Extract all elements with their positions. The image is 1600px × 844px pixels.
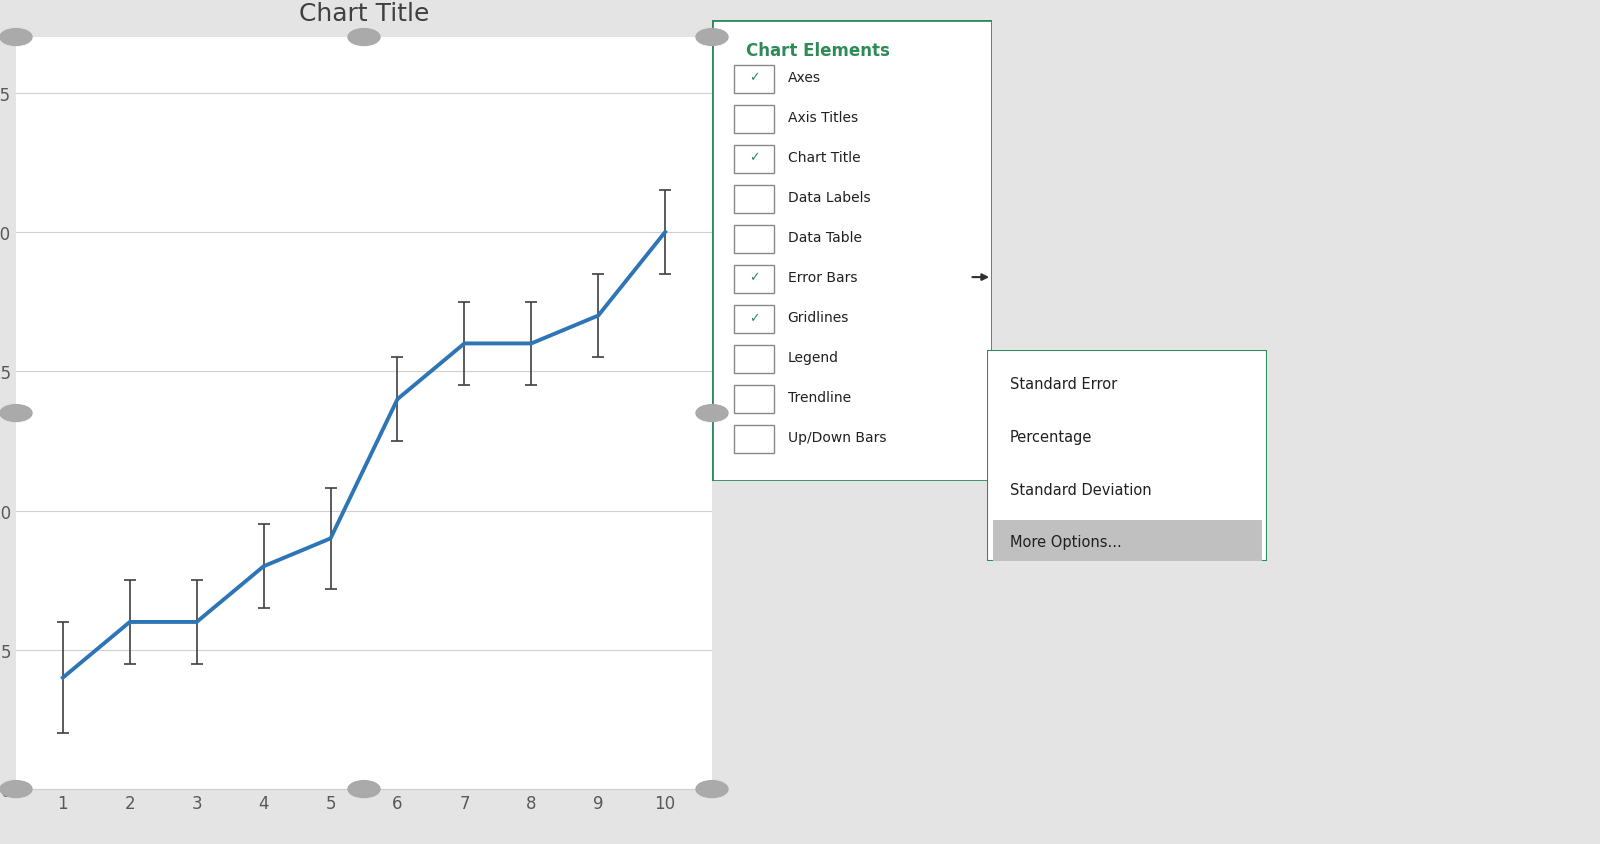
Text: ✓: ✓ [749,151,760,165]
Text: Axes: Axes [787,71,821,84]
Text: Gridlines: Gridlines [787,311,850,325]
Text: Data Table: Data Table [787,230,861,245]
FancyBboxPatch shape [712,21,992,481]
Text: ✓: ✓ [749,71,760,84]
Ellipse shape [746,211,755,252]
FancyBboxPatch shape [717,265,770,373]
Text: Standard Deviation: Standard Deviation [1010,482,1152,497]
Text: Chart Elements: Chart Elements [746,42,890,60]
Text: +: + [733,84,754,108]
FancyBboxPatch shape [733,66,774,94]
FancyBboxPatch shape [733,266,774,294]
FancyBboxPatch shape [733,306,774,334]
FancyBboxPatch shape [987,350,1267,561]
Text: Up/Down Bars: Up/Down Bars [787,430,886,445]
Text: Percentage: Percentage [1010,430,1091,444]
FancyBboxPatch shape [717,154,770,262]
Text: Axis Titles: Axis Titles [787,111,858,125]
Text: Error Bars: Error Bars [787,271,858,284]
Title: Chart Title: Chart Title [299,3,429,26]
Text: Data Labels: Data Labels [787,191,870,205]
FancyBboxPatch shape [733,226,774,254]
Text: Chart Title: Chart Title [787,151,861,165]
FancyBboxPatch shape [733,186,774,214]
Text: Legend: Legend [787,351,838,365]
Text: ✓: ✓ [749,311,760,324]
FancyBboxPatch shape [717,42,770,150]
FancyBboxPatch shape [733,106,774,134]
Text: ✓: ✓ [749,271,760,284]
Text: Trendline: Trendline [787,391,851,405]
Text: More Options...: More Options... [1010,535,1122,549]
FancyBboxPatch shape [733,426,774,454]
Text: Standard Error: Standard Error [1010,376,1117,392]
FancyBboxPatch shape [992,520,1261,566]
FancyBboxPatch shape [733,386,774,414]
FancyBboxPatch shape [733,146,774,174]
FancyBboxPatch shape [733,346,774,374]
